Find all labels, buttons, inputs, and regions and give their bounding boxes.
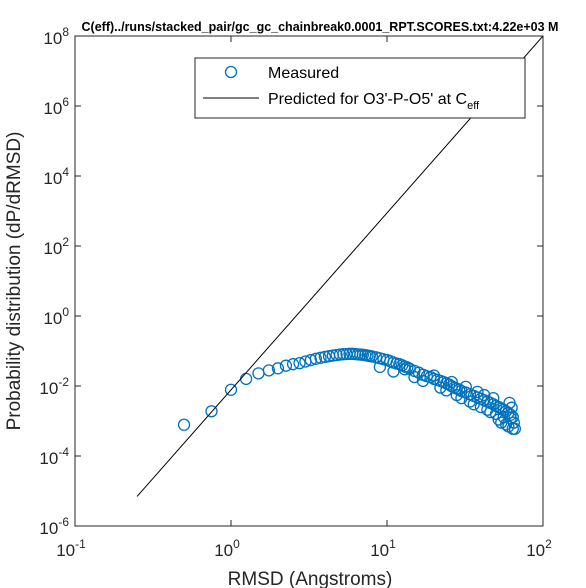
legend: Measured Predicted for O3'-P-O5' at Ceff	[194, 57, 526, 119]
data-point	[474, 400, 488, 414]
legend-label-predicted-main: Predicted for O3'-P-O5' at C	[268, 91, 467, 108]
y-tick-label: 10-4	[39, 445, 69, 468]
data-point	[507, 416, 520, 429]
legend-label-measured: Measured	[268, 65, 339, 82]
data-point	[387, 365, 400, 378]
x-tick-label: 101	[370, 537, 396, 560]
y-tick-label: 10-6	[39, 515, 69, 538]
data-point	[471, 385, 484, 399]
data-point	[318, 350, 332, 364]
x-axis-label: RMSD (Angstroms)	[228, 569, 393, 588]
data-point	[452, 383, 466, 396]
y-tick-label: 10-2	[39, 375, 69, 398]
data-point	[401, 361, 414, 374]
data-point	[330, 348, 343, 362]
data-point	[398, 363, 411, 376]
chart-title: C(eff)../runs/stacked_pair/gc_gc_chainbr…	[82, 20, 559, 34]
legend-label-predicted-subscript: eff	[467, 100, 480, 112]
legend-label-predicted: Predicted for O3'-P-O5' at Ceff	[268, 91, 480, 112]
data-point	[271, 362, 285, 375]
data-point	[224, 383, 238, 396]
y-tick-label: 104	[43, 165, 69, 188]
x-tick-label: 102	[526, 537, 552, 560]
y-tick-label: 100	[43, 305, 69, 328]
data-point	[408, 370, 421, 384]
data-point	[508, 422, 521, 435]
data-point	[262, 364, 276, 377]
data-point	[365, 350, 379, 363]
data-point	[177, 418, 191, 431]
legend-box	[194, 57, 526, 119]
y-tick-label: 102	[43, 235, 69, 258]
data-point	[427, 369, 441, 382]
data-point	[293, 356, 306, 370]
data-point	[434, 381, 447, 394]
data-point	[487, 391, 500, 405]
x-tick-label: 10-1	[56, 537, 86, 560]
data-point	[337, 348, 350, 361]
data-point	[484, 405, 497, 419]
y-tick-label: 108	[43, 25, 69, 48]
data-point	[373, 360, 387, 374]
series-0	[177, 347, 521, 435]
data-point	[463, 395, 477, 408]
x-tick-label: 100	[214, 537, 240, 560]
y-tick-label: 106	[43, 95, 69, 118]
data-point	[286, 358, 300, 371]
y-axis: 10-6 10-4 10-2 100 102 104 106 108	[39, 25, 543, 538]
data-point	[478, 388, 491, 402]
data-point	[279, 359, 293, 372]
y-axis-label: Probability distribution (dP/dRMSD)	[4, 132, 25, 431]
data-point	[445, 375, 458, 389]
legend-marker-measured	[224, 65, 238, 79]
data-point	[314, 351, 327, 364]
x-axis: 10-1 100 101 102	[56, 36, 552, 560]
data-point	[459, 380, 472, 393]
axes-box	[74, 35, 544, 527]
data-point	[503, 396, 516, 410]
data-point	[455, 391, 468, 405]
data-point	[467, 398, 480, 411]
data-point	[309, 352, 323, 365]
data-point	[416, 374, 430, 388]
data-point	[205, 405, 218, 418]
data-point	[304, 353, 318, 367]
